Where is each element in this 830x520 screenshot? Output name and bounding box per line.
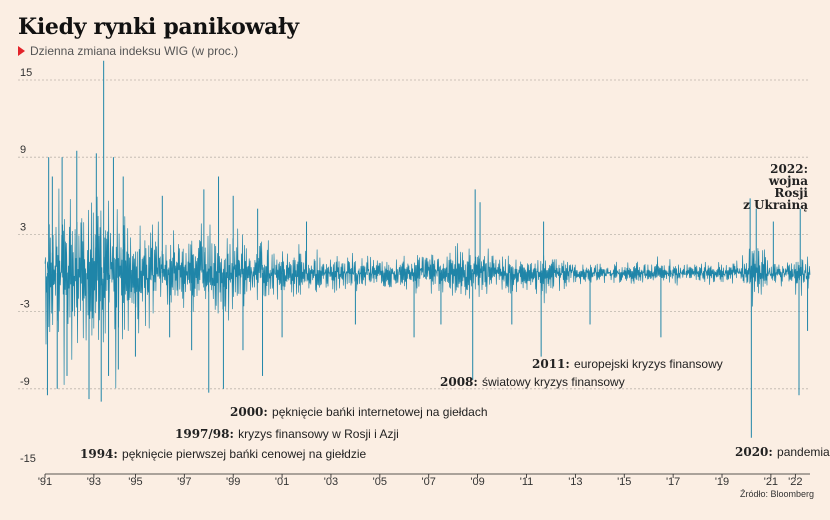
annotation-text: kryzys finansowy w Rosji i Azji bbox=[238, 427, 399, 441]
y-tick-label: 15 bbox=[20, 67, 32, 79]
y-tick-label: -15 bbox=[20, 453, 36, 465]
x-tick-label: '09 bbox=[470, 476, 484, 488]
annotation: 2000: pęknięcie bańki internetowej na gi… bbox=[230, 405, 488, 419]
x-tick-label: '03 bbox=[324, 476, 338, 488]
gridlines bbox=[18, 79, 810, 390]
annotation-line: Rosji bbox=[774, 186, 808, 200]
annotation-year: 1994: bbox=[80, 447, 122, 461]
x-tick-label: '99 bbox=[226, 476, 240, 488]
annotation-year: 2011: bbox=[532, 357, 574, 371]
y-tick-label: 3 bbox=[20, 221, 26, 233]
x-tick-label: '95 bbox=[128, 476, 142, 488]
x-tick-label: '11 bbox=[520, 476, 534, 488]
x-tick-label: '19 bbox=[715, 476, 729, 488]
annotation-text: europejski kryzys finansowy bbox=[574, 357, 723, 371]
x-tick-label: '93 bbox=[87, 476, 101, 488]
annotation-war: 2022: wojna Rosji z Ukrainą bbox=[743, 162, 808, 212]
x-tick-label: '97 bbox=[177, 476, 191, 488]
y-tick-label: 9 bbox=[20, 144, 26, 156]
source-note: Źródło: Bloomberg bbox=[739, 489, 814, 499]
annotation: 2011: europejski kryzys finansowy bbox=[532, 357, 723, 371]
annotation-text: światowy kryzys finansowy bbox=[482, 375, 625, 389]
series-daily-change bbox=[44, 60, 811, 438]
annotation: 1997/98: kryzys finansowy w Rosji i Azji bbox=[175, 427, 399, 441]
x-tick-label: '05 bbox=[373, 476, 387, 488]
annotation: 1994: pęknięcie pierwszej bańki cenowej … bbox=[80, 447, 366, 461]
x-tick-label: '22 bbox=[788, 476, 802, 488]
y-tick-label: -3 bbox=[20, 299, 30, 311]
annotation-line: wojna bbox=[768, 174, 808, 188]
annotation-year: 2000: bbox=[230, 405, 272, 419]
x-tick-label: '01 bbox=[275, 476, 289, 488]
y-axis: 15 9 3 -3 -9 -15 bbox=[20, 67, 36, 465]
annotation-year: 2022: bbox=[770, 162, 808, 176]
annotations: 2022: wojna Rosji z Ukrainą 2011: europejski… bbox=[80, 162, 830, 461]
x-axis: '91 '93 '95 '97 '99 '01 '03 '05 '07 '09 '11 '13 '15 '… bbox=[38, 474, 803, 488]
chart-title: Kiedy rynki panikowały bbox=[18, 14, 299, 40]
chart-subtitle: Dzienna zmiana indeksu WIG (w proc.) bbox=[18, 44, 238, 58]
x-tick-label: '07 bbox=[422, 476, 436, 488]
x-tick-label: '21 bbox=[764, 476, 778, 488]
x-tick-label: '13 bbox=[568, 476, 582, 488]
x-tick-label: '17 bbox=[666, 476, 680, 488]
x-tick-label: '91 bbox=[38, 476, 52, 488]
annotation-year: 2020: bbox=[735, 445, 777, 459]
annotation-text: pęknięcie pierwszej bańki cenowej na gie… bbox=[122, 447, 366, 461]
subtitle-text: Dzienna zmiana indeksu WIG (w proc.) bbox=[30, 44, 239, 58]
y-tick-label: -9 bbox=[20, 376, 30, 388]
annotation: 2020: pandemia bbox=[735, 445, 830, 459]
x-tick-label: '15 bbox=[617, 476, 631, 488]
annotation: 2008: światowy kryzys finansowy bbox=[440, 375, 625, 389]
series-line bbox=[44, 188, 811, 389]
annotation-year: 1997/98: bbox=[175, 427, 238, 441]
annotation-year: 2008: bbox=[440, 375, 482, 389]
annotation-line: z Ukrainą bbox=[743, 198, 808, 212]
annotation-text: pandemia bbox=[777, 445, 830, 459]
red-triangle-icon bbox=[18, 46, 25, 56]
annotation-text: pęknięcie bańki internetowej na giełdach bbox=[272, 405, 487, 419]
